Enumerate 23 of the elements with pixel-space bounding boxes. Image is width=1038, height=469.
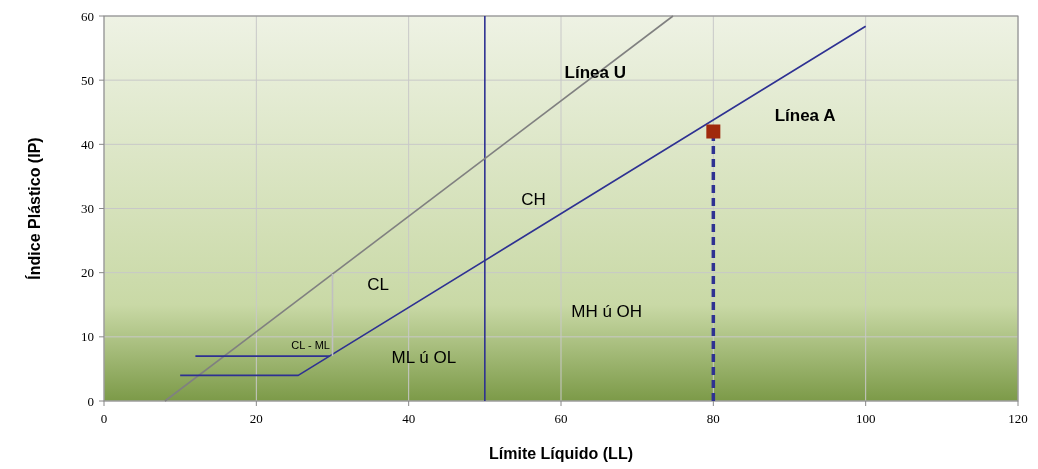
y-tick-label: 60: [81, 8, 94, 24]
x-tick-label: 0: [100, 411, 108, 426]
annotation: Línea U: [564, 63, 626, 83]
x-tick-label: 20: [249, 411, 263, 426]
y-tick-label: 20: [81, 265, 94, 281]
annotation: ML ú OL: [391, 348, 457, 368]
annotation: MH ú OH: [571, 301, 643, 321]
x-tick-label: 120: [1008, 411, 1028, 426]
annotation: CL - ML: [291, 339, 330, 352]
y-tick-label: 30: [81, 201, 94, 216]
x-tick-label: 100: [855, 411, 876, 426]
y-tick-label: 40: [81, 136, 94, 152]
x-tick-label: 40: [402, 411, 416, 426]
x-tick-label: 80: [706, 411, 720, 426]
y-tick-label: 50: [81, 72, 94, 88]
x-axis-title: Límite Líquido (LL): [489, 445, 633, 462]
y-tick-label: 10: [81, 329, 94, 345]
annotation: CL: [367, 274, 390, 294]
y-tick-label: 0: [87, 393, 94, 409]
annotation: CH: [521, 190, 546, 210]
annotation: Línea A: [774, 105, 836, 125]
y-axis-title: Índice Plástico (IP): [25, 137, 43, 280]
x-tick-label: 60: [554, 411, 568, 426]
